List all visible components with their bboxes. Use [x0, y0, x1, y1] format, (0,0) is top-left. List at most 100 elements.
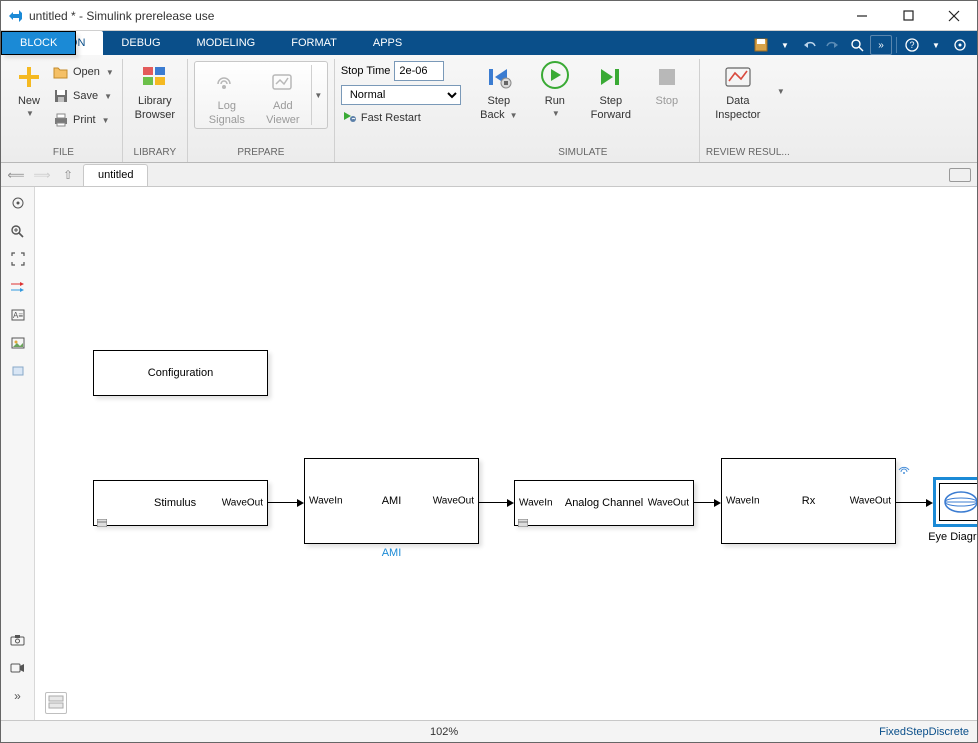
- stepback-label2: Back: [480, 109, 504, 121]
- fast-restart-icon: [341, 109, 357, 126]
- stop-icon: [651, 61, 683, 93]
- palette-annotation-icon[interactable]: A≡: [8, 305, 28, 325]
- stop-button[interactable]: Stop: [641, 59, 693, 107]
- maximize-button[interactable]: [885, 1, 931, 30]
- mask-icon: [97, 514, 107, 522]
- palette-fit-icon[interactable]: [8, 249, 28, 269]
- arrowhead: [714, 499, 721, 507]
- tab-block[interactable]: BLOCK: [1, 31, 76, 55]
- wifi-icon: [898, 461, 910, 479]
- step-back-button[interactable]: Step Back ▼: [473, 59, 525, 121]
- print-button[interactable]: Print▼: [51, 109, 116, 131]
- open-label: Open: [73, 66, 100, 78]
- minimize-button[interactable]: [839, 1, 885, 30]
- stepfwd-label2: Forward: [591, 109, 631, 121]
- stimulus-center: Stimulus: [154, 497, 196, 509]
- run-button[interactable]: Run ▼: [529, 59, 581, 118]
- stoptime-input[interactable]: [394, 61, 444, 81]
- arrowhead: [926, 499, 933, 507]
- redo-icon[interactable]: [822, 35, 844, 55]
- zoom-level[interactable]: 102%: [9, 726, 879, 738]
- review-expand-button[interactable]: ▼: [774, 59, 786, 123]
- mask-icon: [518, 514, 528, 522]
- viewer-label2: Viewer: [266, 114, 299, 126]
- palette-area-icon[interactable]: [8, 361, 28, 381]
- save-label: Save: [73, 90, 98, 102]
- nav-up-button[interactable]: ⇧: [57, 165, 79, 185]
- stepfwd-label1: Step: [600, 95, 623, 107]
- prepare-expand-button[interactable]: ▼: [311, 65, 323, 125]
- app-icon: [7, 8, 23, 24]
- palette-zoom-icon[interactable]: [8, 221, 28, 241]
- library-label1: Library: [138, 95, 172, 107]
- tab-debug[interactable]: DEBUG: [103, 31, 178, 55]
- qat-expand-icon[interactable]: »: [870, 35, 892, 55]
- nav-forward-button[interactable]: ⟹: [31, 165, 53, 185]
- di-label2: Inspector: [715, 109, 760, 121]
- tab-modeling[interactable]: MODELING: [179, 31, 274, 55]
- stepback-label1: Step: [488, 95, 511, 107]
- stimulus-out-port: WaveOut: [222, 498, 263, 509]
- toolstrip: New ▼ Open▼ Save▼ Print▼ FILE: [1, 55, 977, 163]
- add-viewer-button[interactable]: Add Viewer: [255, 64, 311, 126]
- help-icon[interactable]: ?: [901, 35, 923, 55]
- status-bar: 102% FixedStepDiscrete: [1, 720, 977, 742]
- simulation-mode-select[interactable]: Normal: [341, 85, 461, 105]
- new-button[interactable]: New ▼: [11, 59, 47, 118]
- step-forward-button[interactable]: Step Forward: [585, 59, 637, 121]
- prepare-group-label: PREPARE: [194, 145, 328, 162]
- di-label1: Data: [726, 95, 749, 107]
- ribbon-tabstrip: SIMULATION DEBUG MODELING FORMAT APPS BL…: [1, 31, 977, 55]
- step-back-icon: [483, 61, 515, 93]
- qat-save-icon[interactable]: [750, 35, 772, 55]
- document-tab-bar: ⟸ ⟹ ⇧ untitled: [1, 163, 977, 187]
- print-label: Print: [73, 114, 96, 126]
- palette-circle-icon[interactable]: [8, 193, 28, 213]
- palette-screenshot-icon[interactable]: [8, 630, 28, 650]
- document-tab[interactable]: untitled: [83, 164, 148, 186]
- help-dropdown-icon[interactable]: ▼: [925, 35, 947, 55]
- keyboard-icon[interactable]: [949, 168, 971, 182]
- viewer-label1: Add: [273, 100, 293, 112]
- nav-back-button[interactable]: ⟸: [5, 165, 27, 185]
- save-button[interactable]: Save▼: [51, 85, 116, 107]
- group-review: Data Inspector ▼ REVIEW RESUL...: [700, 59, 796, 162]
- palette-record-icon[interactable]: [8, 658, 28, 678]
- block-rx[interactable]: WaveIn Rx WaveOut: [721, 458, 896, 544]
- qat-dropdown-icon[interactable]: ▼: [774, 35, 796, 55]
- tab-format[interactable]: FORMAT: [273, 31, 355, 55]
- undo-icon[interactable]: [798, 35, 820, 55]
- library-label2: Browser: [135, 109, 175, 121]
- group-prepare: Log Signals Add Viewer ▼ PREPARE: [188, 59, 335, 162]
- chevron-down-icon: ▼: [26, 109, 34, 118]
- model-browser-icon[interactable]: [45, 692, 67, 714]
- tab-apps[interactable]: APPS: [355, 31, 420, 55]
- search-icon[interactable]: [846, 35, 868, 55]
- wire: [268, 502, 298, 503]
- rx-out-port: WaveOut: [850, 496, 891, 507]
- svg-text:A≡: A≡: [12, 311, 22, 320]
- fast-restart-label[interactable]: Fast Restart: [361, 112, 421, 124]
- block-analog-channel[interactable]: WaveIn Analog Channel WaveOut: [514, 480, 694, 526]
- palette-sample-icon[interactable]: [8, 277, 28, 297]
- wire: [694, 502, 715, 503]
- close-button[interactable]: [931, 1, 977, 30]
- simulate-group-label: SIMULATE: [473, 145, 693, 162]
- block-ami[interactable]: WaveIn AMI WaveOut: [304, 458, 479, 544]
- data-inspector-button[interactable]: Data Inspector: [706, 59, 770, 121]
- block-configuration[interactable]: Configuration: [93, 350, 268, 396]
- library-browser-button[interactable]: Library Browser: [129, 59, 181, 121]
- palette-image-icon[interactable]: [8, 333, 28, 353]
- target-icon[interactable]: [949, 35, 971, 55]
- log-signals-button[interactable]: Log Signals: [199, 64, 255, 126]
- solver-status[interactable]: FixedStepDiscrete: [879, 726, 969, 738]
- save-icon: [53, 88, 69, 104]
- canvas[interactable]: Configuration Stimulus WaveOut WaveIn AM…: [35, 187, 977, 720]
- block-stimulus[interactable]: Stimulus WaveOut: [93, 480, 268, 526]
- palette-more-icon[interactable]: »: [8, 686, 28, 706]
- block-eye-diagram[interactable]: [933, 477, 977, 527]
- open-button[interactable]: Open▼: [51, 61, 116, 83]
- group-library: Library Browser LIBRARY: [123, 59, 188, 162]
- ami-block-label: AMI: [304, 547, 479, 559]
- wire: [896, 502, 927, 503]
